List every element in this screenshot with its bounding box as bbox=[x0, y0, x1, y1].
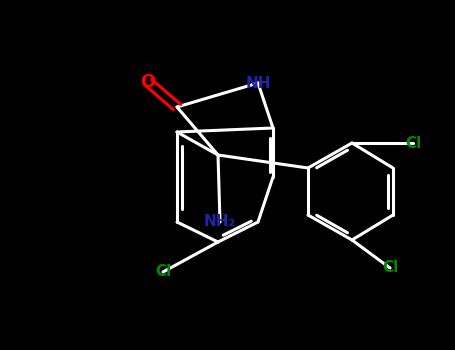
Text: Cl: Cl bbox=[405, 135, 421, 150]
Text: NH: NH bbox=[245, 76, 271, 91]
Text: NH₂: NH₂ bbox=[204, 215, 236, 230]
Text: O: O bbox=[141, 73, 156, 91]
Text: Cl: Cl bbox=[382, 260, 398, 275]
Text: Cl: Cl bbox=[155, 265, 171, 280]
